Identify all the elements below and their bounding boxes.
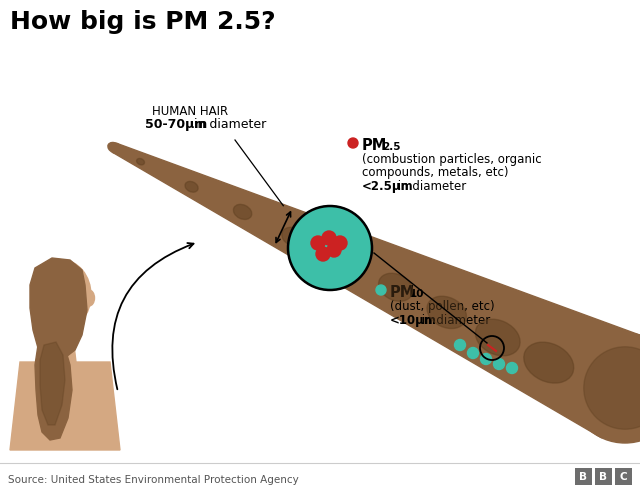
Ellipse shape bbox=[282, 228, 305, 247]
Circle shape bbox=[348, 138, 358, 148]
Circle shape bbox=[316, 247, 330, 261]
Polygon shape bbox=[50, 328, 76, 362]
Circle shape bbox=[506, 362, 518, 373]
Circle shape bbox=[584, 347, 640, 429]
Ellipse shape bbox=[33, 260, 91, 330]
Circle shape bbox=[481, 353, 492, 364]
Text: B: B bbox=[579, 472, 588, 482]
Text: Source: United States Environmental Protection Agency: Source: United States Environmental Prot… bbox=[8, 475, 299, 485]
Ellipse shape bbox=[379, 273, 413, 301]
Text: in diameter: in diameter bbox=[418, 314, 490, 327]
Text: in diameter: in diameter bbox=[190, 118, 266, 131]
FancyBboxPatch shape bbox=[615, 468, 632, 485]
Text: PM: PM bbox=[390, 285, 415, 300]
Text: <10μm: <10μm bbox=[390, 314, 437, 327]
Polygon shape bbox=[30, 258, 87, 360]
Ellipse shape bbox=[185, 182, 198, 192]
Ellipse shape bbox=[427, 296, 467, 328]
Text: (combustion particles, organic: (combustion particles, organic bbox=[362, 153, 541, 166]
Circle shape bbox=[288, 206, 372, 290]
Circle shape bbox=[454, 339, 465, 350]
FancyBboxPatch shape bbox=[575, 468, 592, 485]
Ellipse shape bbox=[83, 290, 95, 306]
Ellipse shape bbox=[476, 319, 520, 356]
FancyBboxPatch shape bbox=[595, 468, 612, 485]
Polygon shape bbox=[40, 342, 65, 425]
Ellipse shape bbox=[330, 250, 359, 274]
Circle shape bbox=[311, 236, 325, 250]
Text: B: B bbox=[600, 472, 607, 482]
Circle shape bbox=[327, 243, 341, 257]
Circle shape bbox=[467, 347, 479, 358]
Circle shape bbox=[333, 236, 347, 250]
Text: 10: 10 bbox=[410, 289, 424, 299]
Circle shape bbox=[322, 231, 336, 245]
Polygon shape bbox=[113, 144, 640, 438]
Polygon shape bbox=[10, 362, 120, 450]
Text: C: C bbox=[620, 472, 627, 482]
Ellipse shape bbox=[524, 342, 573, 383]
Ellipse shape bbox=[234, 205, 252, 220]
Text: in diameter: in diameter bbox=[394, 180, 467, 193]
Text: compounds, metals, etc): compounds, metals, etc) bbox=[362, 166, 509, 179]
Ellipse shape bbox=[108, 142, 122, 154]
Circle shape bbox=[570, 333, 640, 443]
Circle shape bbox=[493, 358, 504, 369]
Text: PM: PM bbox=[362, 138, 387, 153]
Text: 2.5: 2.5 bbox=[382, 142, 401, 152]
Text: <2.5μm: <2.5μm bbox=[362, 180, 413, 193]
Polygon shape bbox=[80, 292, 90, 308]
Text: 50-70μm: 50-70μm bbox=[145, 118, 207, 131]
Circle shape bbox=[376, 285, 386, 295]
Text: (dust, pollen, etc): (dust, pollen, etc) bbox=[390, 300, 495, 313]
Text: HUMAN HAIR: HUMAN HAIR bbox=[152, 105, 228, 118]
Ellipse shape bbox=[136, 159, 145, 165]
Text: How big is PM 2.5?: How big is PM 2.5? bbox=[10, 10, 276, 34]
Polygon shape bbox=[35, 340, 72, 440]
